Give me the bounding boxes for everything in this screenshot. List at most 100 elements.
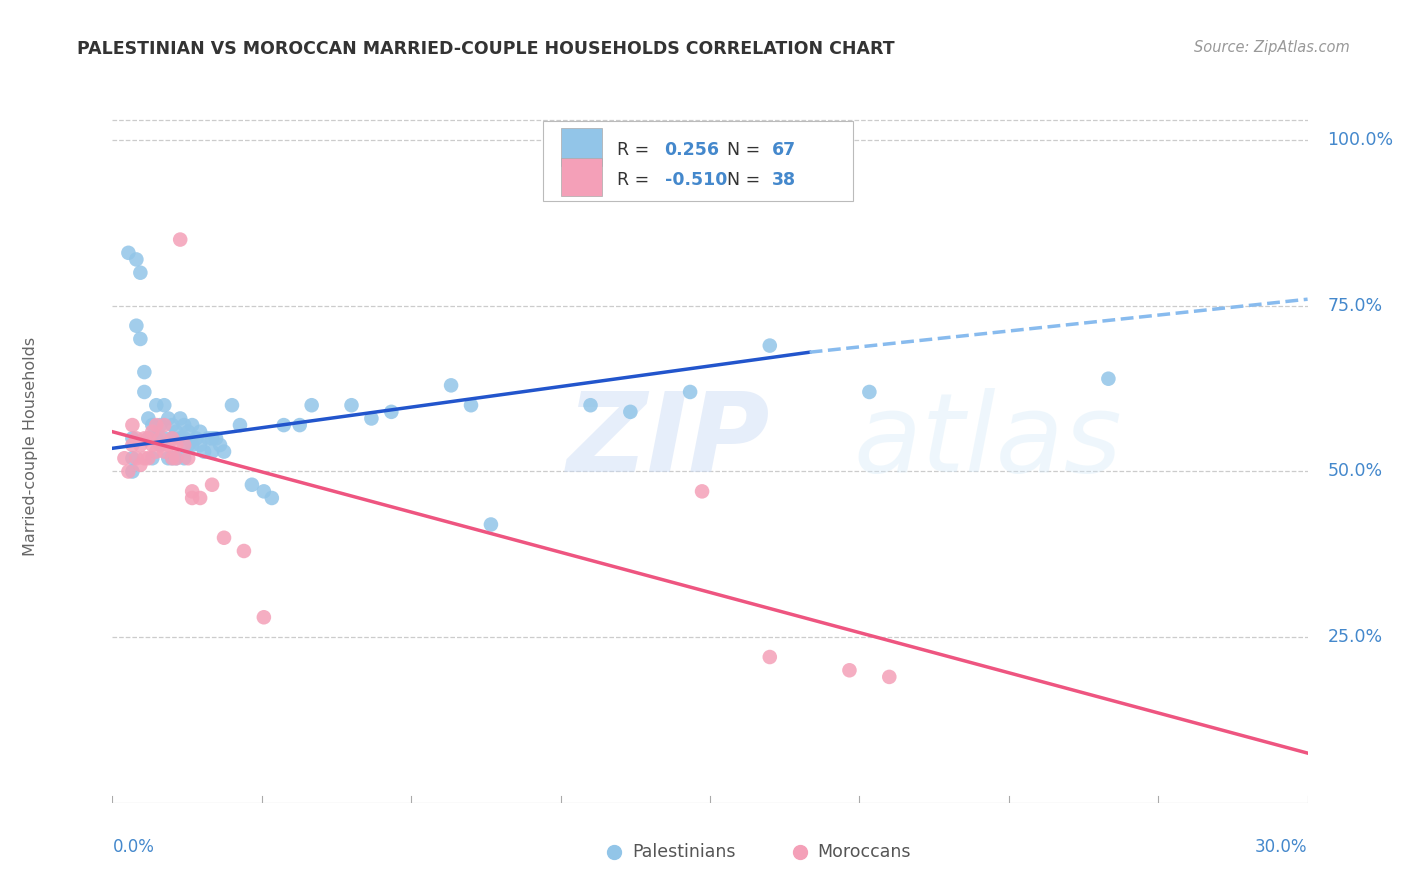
FancyBboxPatch shape <box>561 128 603 166</box>
Text: 0.256: 0.256 <box>665 141 720 159</box>
Point <box>288 418 311 433</box>
Point <box>240 477 263 491</box>
Point <box>134 365 156 379</box>
Text: Married-couple Households: Married-couple Households <box>24 336 38 556</box>
Point <box>619 405 641 419</box>
Text: N =: N = <box>727 171 765 189</box>
Point <box>121 431 143 445</box>
Point <box>141 431 163 445</box>
Point <box>253 484 276 499</box>
Text: 30.0%: 30.0% <box>1256 838 1308 856</box>
Point <box>157 438 180 452</box>
Point <box>177 451 200 466</box>
Point <box>186 431 208 445</box>
Point <box>177 438 200 452</box>
Point <box>145 431 167 445</box>
Point <box>145 418 167 433</box>
Point <box>149 438 172 452</box>
Point <box>212 531 235 545</box>
Point <box>129 266 152 280</box>
Point <box>162 431 183 445</box>
Point <box>173 431 195 445</box>
Point <box>165 425 187 439</box>
Point <box>173 418 195 433</box>
FancyBboxPatch shape <box>543 121 853 201</box>
Point <box>138 451 160 466</box>
Point <box>157 411 180 425</box>
Point <box>149 418 172 433</box>
Point <box>188 438 211 452</box>
Point <box>173 438 195 452</box>
Point <box>141 425 163 439</box>
Point <box>460 398 482 412</box>
Text: 0.0%: 0.0% <box>112 838 155 856</box>
Point <box>233 544 256 558</box>
Text: atlas: atlas <box>853 387 1122 494</box>
Point <box>169 233 191 247</box>
Text: Source: ZipAtlas.com: Source: ZipAtlas.com <box>1194 40 1350 55</box>
FancyBboxPatch shape <box>561 158 603 196</box>
Point <box>141 438 163 452</box>
Point <box>181 438 204 452</box>
Point <box>440 378 463 392</box>
Point <box>579 398 602 412</box>
Point <box>117 245 139 260</box>
Point <box>121 418 143 433</box>
Point <box>129 438 152 452</box>
Point <box>125 252 148 267</box>
Point <box>201 444 224 458</box>
Point <box>125 431 148 445</box>
Point <box>340 398 363 412</box>
Point <box>153 418 176 433</box>
Point <box>759 338 782 352</box>
Point <box>181 418 204 433</box>
Point <box>165 451 187 466</box>
Text: R =: R = <box>617 141 655 159</box>
Point <box>165 451 187 466</box>
Point <box>479 517 502 532</box>
Point <box>153 431 176 445</box>
Point <box>360 411 382 425</box>
Point <box>153 444 176 458</box>
Point <box>162 451 183 466</box>
Point <box>134 431 156 445</box>
Point <box>173 451 195 466</box>
Text: 75.0%: 75.0% <box>1327 297 1382 315</box>
Point <box>121 438 143 452</box>
Point <box>138 431 160 445</box>
Point <box>121 451 143 466</box>
Point <box>117 465 139 479</box>
Point <box>134 451 156 466</box>
Point <box>205 431 228 445</box>
Point <box>877 670 900 684</box>
Point <box>201 477 224 491</box>
Text: Moroccans: Moroccans <box>818 843 911 861</box>
Text: Palestinians: Palestinians <box>633 843 735 861</box>
Point <box>838 663 860 677</box>
Point <box>177 425 200 439</box>
Text: N =: N = <box>727 141 765 159</box>
Point <box>208 438 231 452</box>
Point <box>162 451 183 466</box>
Point <box>690 484 713 499</box>
Point <box>141 451 163 466</box>
Point <box>273 418 295 433</box>
Point <box>1097 372 1119 386</box>
Text: 67: 67 <box>772 141 796 159</box>
Point <box>129 458 152 472</box>
Point <box>129 332 152 346</box>
Point <box>138 411 160 425</box>
Point <box>260 491 283 505</box>
Point <box>380 405 402 419</box>
Point <box>301 398 323 412</box>
Point <box>138 431 160 445</box>
Point <box>157 451 180 466</box>
Point <box>145 444 167 458</box>
Point <box>759 650 782 665</box>
Point <box>125 451 148 466</box>
Point <box>212 444 235 458</box>
Point <box>162 431 183 445</box>
Point <box>162 418 183 433</box>
Point <box>858 384 880 399</box>
Point <box>229 418 252 433</box>
